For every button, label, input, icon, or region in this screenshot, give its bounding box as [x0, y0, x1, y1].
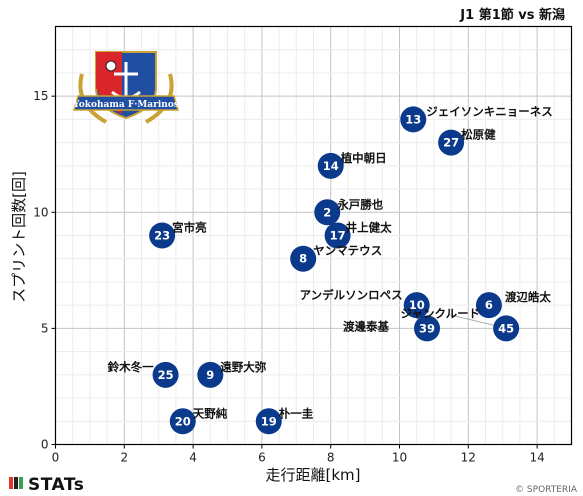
brand-bar-green	[19, 477, 23, 489]
point-name-label: アンデルソンロペス	[300, 288, 403, 302]
y-tick-label: 0	[41, 438, 49, 452]
point-name-label: 永戸勝也	[336, 197, 383, 211]
point-marker	[414, 315, 441, 342]
point-name-label: 遠野大弥	[220, 360, 266, 374]
point-name-label: 鈴木冬一	[108, 360, 154, 374]
point-name-label: 渡辺皓太	[505, 290, 551, 304]
point-number: 23	[154, 229, 170, 243]
copyright: © SPORTERIA	[515, 485, 578, 495]
data-point: 13 ジェイソンキニョーネス	[400, 104, 553, 133]
x-tick-label: 12	[461, 451, 476, 465]
point-marker	[475, 292, 502, 319]
y-tick-label: 10	[33, 205, 48, 219]
point-number: 8	[299, 252, 307, 266]
point-marker	[255, 408, 282, 435]
x-tick-label: 6	[258, 451, 266, 465]
point-number: 25	[158, 368, 174, 382]
point-number: 13	[405, 112, 421, 126]
point-number: 20	[175, 414, 191, 428]
x-tick-label: 4	[189, 451, 197, 465]
data-point: 45 ジャンクルード	[401, 306, 520, 342]
point-name-label: 渡邊泰基	[343, 319, 389, 333]
point-number: 19	[261, 414, 277, 428]
x-tick-label: 2	[120, 451, 128, 465]
point-number: 10	[409, 298, 425, 312]
plot-frame	[54, 25, 573, 446]
logo-text: Yokohama F·Marinos	[72, 100, 179, 110]
data-point: 9 遠野大弥	[197, 360, 267, 388]
point-marker	[149, 222, 176, 249]
point-marker	[438, 129, 465, 156]
x-tick-label: 14	[529, 451, 544, 465]
data-point: 2 永戸勝也	[314, 197, 384, 226]
data-point: 6 渡辺皓太	[475, 290, 551, 319]
chart-title: J1 第1節 vs 新潟	[459, 7, 565, 23]
x-axis-title: 走行距離[km]	[265, 466, 360, 484]
point-name-label: 井上健太	[346, 221, 392, 235]
point-number: 14	[323, 159, 339, 173]
y-axis-title: スプリント回数[回]	[10, 171, 28, 303]
point-number: 9	[206, 368, 214, 382]
data-point: 10 アンデルソンロペス	[300, 288, 430, 319]
axis-ticks: 0 2 4 6 8 10 12 14 0 5 10 15	[33, 89, 545, 464]
point-marker	[317, 152, 344, 179]
brand-bar-red	[9, 477, 13, 489]
data-point: 39 渡邊泰基	[343, 315, 441, 342]
point-marker	[403, 292, 430, 319]
point-number: 39	[419, 321, 435, 335]
point-number: 17	[330, 229, 346, 243]
point-marker	[493, 315, 520, 342]
point-marker	[400, 106, 427, 133]
point-name-label: 植中朝日	[340, 151, 387, 165]
point-marker	[152, 361, 179, 388]
point-name-label: ヤンマテウス	[313, 244, 382, 258]
x-tick-label: 10	[392, 451, 407, 465]
team-logo: Yokohama F·Marinos	[72, 51, 179, 124]
y-tick-label: 5	[41, 321, 49, 335]
label-leader-line	[448, 313, 495, 326]
point-number: 2	[323, 205, 331, 219]
y-tick-label: 15	[33, 89, 48, 103]
point-name-label: ジェイソンキニョーネス	[426, 104, 553, 118]
brand-bar-black	[14, 477, 18, 489]
point-marker	[169, 408, 196, 435]
data-point: 25 鈴木冬一	[108, 360, 179, 388]
point-number: 6	[485, 298, 493, 312]
stats-brand: STATs	[9, 475, 84, 495]
point-name-label: ジャンクルード	[401, 306, 481, 320]
point-name-label: 宮市亮	[172, 221, 207, 235]
x-tick-label: 0	[52, 451, 60, 465]
brand-name: STATs	[28, 475, 84, 495]
point-marker	[290, 245, 317, 272]
point-name-label: 松原健	[461, 128, 496, 142]
data-point: 8 ヤンマテウス	[290, 244, 382, 272]
x-tick-label: 8	[327, 451, 335, 465]
point-number: 45	[498, 321, 514, 335]
point-number: 27	[443, 136, 459, 150]
point-name-label: 天野純	[193, 406, 228, 420]
point-marker	[314, 199, 341, 226]
point-marker	[324, 222, 351, 249]
point-marker	[197, 361, 224, 388]
point-name-label: 朴一圭	[279, 406, 314, 420]
